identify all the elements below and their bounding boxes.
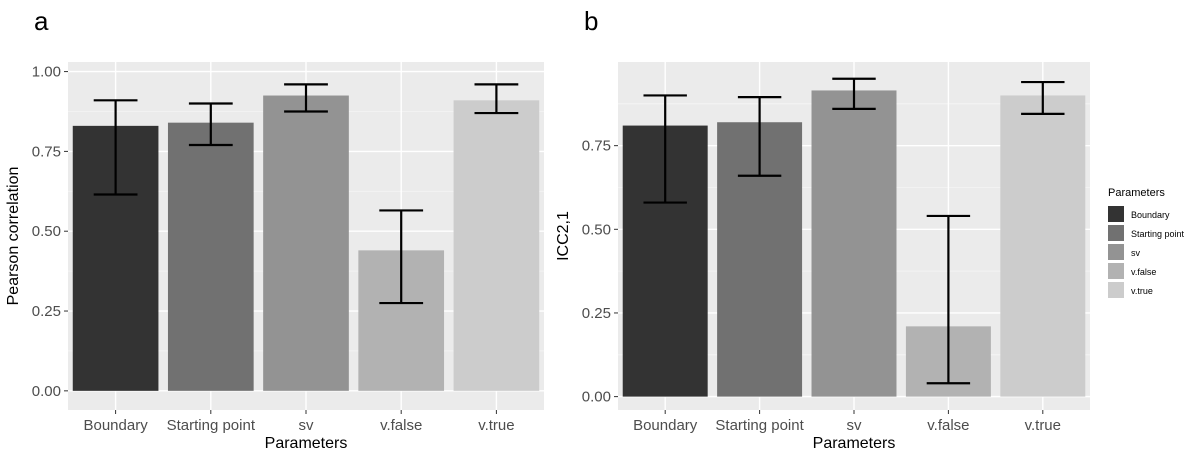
y-tick-label: 0.50 (582, 221, 611, 238)
bar-sv (811, 90, 897, 397)
panel-label: b (584, 6, 598, 36)
y-tick-label: 0.75 (32, 143, 61, 160)
legend-key (1108, 206, 1124, 222)
x-tick-label: v.true (1025, 417, 1061, 434)
legend-key (1108, 282, 1124, 298)
bar-v-true (453, 100, 540, 391)
y-tick-label: 0.25 (32, 303, 61, 320)
panel-label: a (34, 6, 49, 36)
bar-starting-point (167, 122, 254, 391)
y-tick-label: 0.00 (582, 389, 611, 406)
legend-key (1108, 225, 1124, 241)
y-tick-label: 0.50 (32, 223, 61, 240)
chart-panel-a: a 0.00 0.25 0.50 0.75 1.00 Boundary Starting po… (5, 6, 544, 452)
legend-label: v.false (1131, 267, 1156, 277)
x-tick-label: Boundary (83, 417, 148, 434)
x-tick-label: Starting point (715, 417, 804, 434)
x-axis-title: Parameters (265, 435, 348, 452)
x-tick-label: Starting point (167, 417, 256, 434)
y-axis-title: ICC2,1 (555, 211, 572, 261)
bar-sv (263, 95, 349, 391)
legend-key (1108, 263, 1124, 279)
legend-label: v.true (1131, 286, 1153, 296)
y-tick-label: 1.00 (32, 64, 61, 81)
x-tick-label: v.true (478, 417, 514, 434)
legend-label: Boundary (1131, 210, 1170, 220)
y-tick-label: 0.25 (582, 305, 611, 322)
x-axis-title: Parameters (813, 435, 896, 452)
legend-title: Parameters (1108, 187, 1165, 199)
chart-panel-b: b 0.00 0.25 0.50 0.75 Boundary Starting point s… (555, 6, 1185, 452)
y-axis-title: Pearson correlation (5, 167, 22, 306)
bar-v-true (1000, 95, 1086, 397)
x-tick-label: v.false (380, 417, 422, 434)
x-tick-label: v.false (927, 417, 969, 434)
x-tick-label: Boundary (633, 417, 698, 434)
legend-key (1108, 244, 1124, 260)
x-tick-label: sv (299, 417, 315, 434)
legend-label: sv (1131, 248, 1141, 258)
legend: Parameters Boundary Starting point sv v.fals… (1108, 187, 1185, 298)
legend-label: Starting point (1131, 229, 1185, 239)
y-tick-label: 0.00 (32, 383, 61, 400)
x-tick-label: sv (847, 417, 863, 434)
y-tick-label: 0.75 (582, 138, 611, 155)
